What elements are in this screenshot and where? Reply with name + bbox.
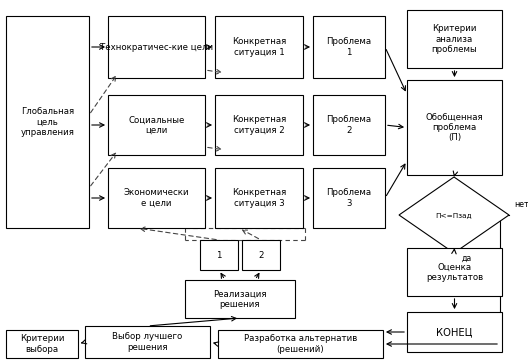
Text: Глобальная
цель
управления: Глобальная цель управления [21,107,74,137]
Text: Критерии
анализа
проблемы: Критерии анализа проблемы [431,24,477,54]
Text: 1: 1 [216,250,222,260]
Text: Экономически
е цели: Экономически е цели [124,188,190,208]
Text: да: да [462,254,472,263]
Bar [407,248,502,296]
Text: Конкретная
ситуация 2: Конкретная ситуация 2 [232,115,286,135]
Text: Выбор лучшего
решения: Выбор лучшего решения [112,332,183,352]
Text: П<=Пзад: П<=Пзад [436,212,473,218]
Text: Конкретная
ситуация 1: Конкретная ситуация 1 [232,37,286,57]
Text: Социальные
цели: Социальные цели [128,115,185,135]
Bar [407,312,502,352]
Bar [313,95,385,155]
Text: 2: 2 [258,250,264,260]
Bar [215,168,303,228]
Text: Проблема
1: Проблема 1 [326,37,372,57]
Bar [242,240,280,270]
Text: Критерии
выбора: Критерии выбора [20,334,64,354]
Bar [6,16,89,228]
Text: Проблема
3: Проблема 3 [326,188,372,208]
Text: Разработка альтернатив
(решений): Разработка альтернатив (решений) [244,334,357,354]
Bar [108,168,205,228]
Text: Проблема
2: Проблема 2 [326,115,372,135]
Bar [108,16,205,78]
Text: КОНЕЦ: КОНЕЦ [436,327,473,337]
Bar [85,326,210,358]
Bar [407,10,502,68]
Bar [108,95,205,155]
Text: Реализация
решения: Реализация решения [213,289,267,309]
Bar [313,16,385,78]
Bar [218,330,383,358]
Bar [215,95,303,155]
Text: нет: нет [514,200,528,209]
Text: Конкретная
ситуация 3: Конкретная ситуация 3 [232,188,286,208]
Polygon shape [399,177,509,253]
Bar [215,16,303,78]
Bar [185,280,295,318]
Text: Оценка
результатов: Оценка результатов [426,262,483,282]
Text: Технократичес-кие цели: Технократичес-кие цели [100,43,213,51]
Bar [313,168,385,228]
Bar [407,80,502,175]
Text: Обобщенная
проблема
(П): Обобщенная проблема (П) [426,112,483,142]
Bar [200,240,238,270]
Bar [6,330,78,358]
